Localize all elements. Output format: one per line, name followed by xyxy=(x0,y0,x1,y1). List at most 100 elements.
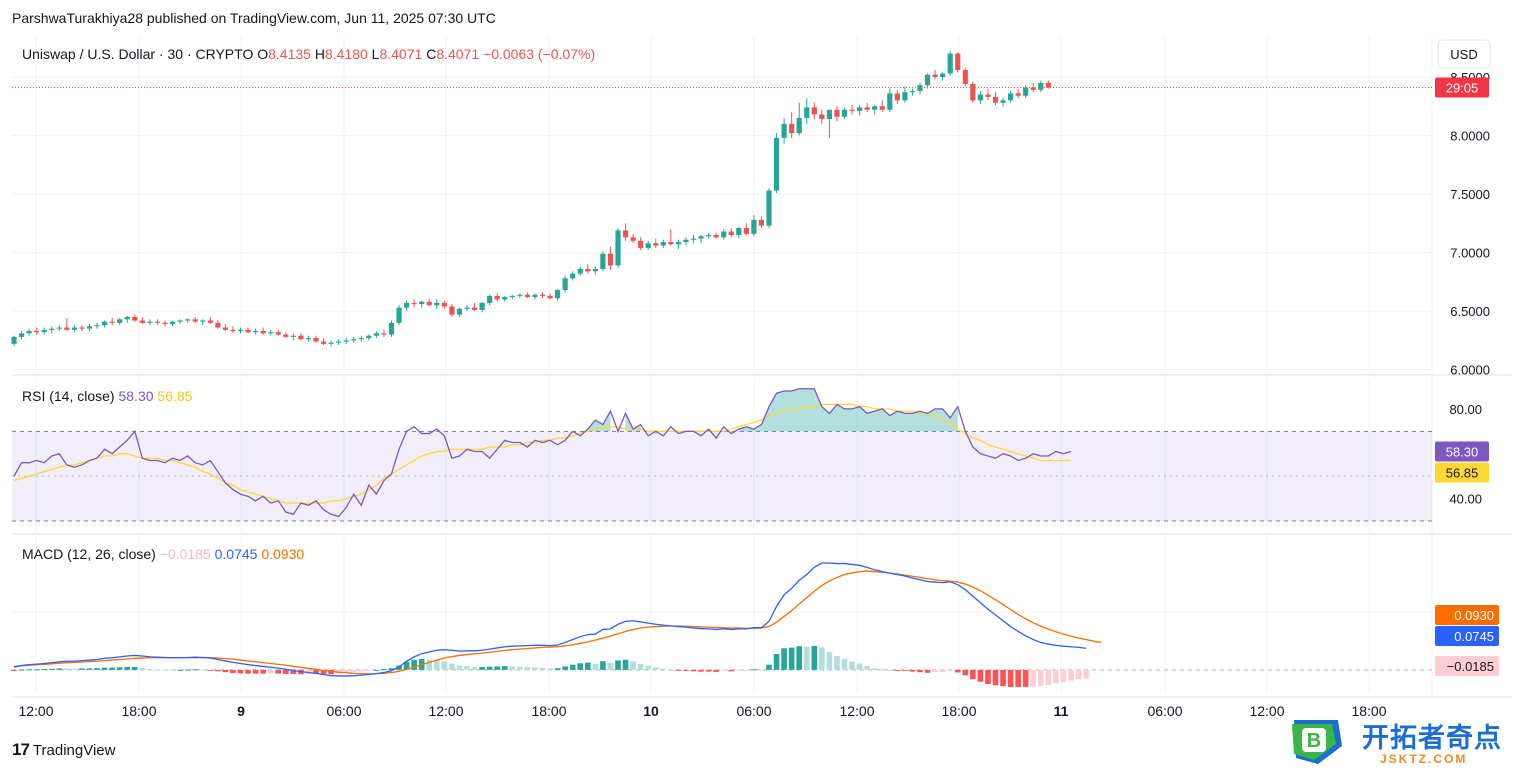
macd-histogram-bar xyxy=(184,669,191,671)
macd-histogram-bar xyxy=(94,668,100,670)
macd-histogram-bar xyxy=(683,669,689,671)
legend-change-value: −0.0063 (−0.07%) xyxy=(483,46,595,62)
macd-histogram-bar xyxy=(464,666,470,670)
candles xyxy=(11,51,1051,347)
candle-body xyxy=(441,302,447,307)
candle-body xyxy=(320,341,327,344)
macd-histogram-bar xyxy=(592,663,599,670)
macd-histogram-bar xyxy=(660,668,667,670)
countdown-label: 29:05 xyxy=(1446,81,1479,96)
macd-histogram-bar xyxy=(456,665,463,670)
rsi-legend-value: 58.30 xyxy=(118,388,157,404)
candle-body xyxy=(358,338,364,340)
candle-body xyxy=(917,85,923,92)
macd-histogram-bar xyxy=(64,668,70,670)
macd-histogram-bar xyxy=(879,669,886,671)
macd-histogram-bar xyxy=(1045,669,1052,685)
candle-body xyxy=(245,329,251,333)
candle-body xyxy=(479,302,485,310)
macd-histogram-bar xyxy=(366,669,372,671)
candle-body xyxy=(653,243,659,246)
candle-body xyxy=(1000,100,1006,103)
macd-histogram-bar xyxy=(116,667,123,670)
macd-histogram-bar xyxy=(283,669,289,674)
macd-histogram-bar xyxy=(909,669,916,672)
macd-histogram-bar xyxy=(736,669,742,671)
candle-body xyxy=(894,93,900,101)
macd-histogram-bar xyxy=(41,669,47,671)
macd-histogram-bar xyxy=(139,667,146,670)
rsi-value-badge-label: 58.30 xyxy=(1446,445,1479,460)
candle-body xyxy=(169,321,176,324)
candle-body xyxy=(487,295,493,303)
macd-histogram-bar xyxy=(758,669,765,671)
candle-body xyxy=(555,290,561,299)
macd-histogram-bar xyxy=(434,660,440,670)
macd-histogram-bar xyxy=(924,669,931,673)
macd-histogram-bar xyxy=(977,669,984,682)
macd-histogram-bar xyxy=(56,668,63,670)
legend-low-label: L xyxy=(372,46,380,62)
time-axis-tick: 18:00 xyxy=(531,703,566,719)
currency-button-frame xyxy=(1437,39,1491,69)
macd-histogram-bar xyxy=(426,659,433,670)
candle-body xyxy=(313,338,319,342)
currency-button-label: USD xyxy=(1450,47,1477,62)
candle-body xyxy=(426,301,432,306)
candle-body xyxy=(162,322,168,324)
publish-line: ParshwaTurakhiya28 published on TradingV… xyxy=(12,10,496,26)
macd-histogram-bar xyxy=(713,669,719,672)
macd-histogram-bar xyxy=(11,669,17,671)
macd-histogram-bar xyxy=(932,669,938,673)
candle-body xyxy=(215,322,221,328)
macd-histogram-bar xyxy=(169,669,176,671)
macd-histogram-bar xyxy=(698,669,704,672)
rsi-ma-legend-value: 56.85 xyxy=(157,388,192,404)
currency-button[interactable]: USD xyxy=(1437,39,1491,69)
macd-histogram-bar xyxy=(411,659,417,670)
candle-body xyxy=(230,329,236,332)
macd-histogram-bar xyxy=(290,669,297,674)
time-axis-tick: 12:00 xyxy=(18,703,53,719)
macd-histogram-bar xyxy=(645,665,651,670)
macd-histogram-bar xyxy=(1007,669,1014,687)
candle-body xyxy=(517,294,523,296)
macd-histogram-bar xyxy=(517,666,523,670)
legend-high-value: 8.4180 xyxy=(325,46,372,62)
macd-histogram-bar xyxy=(509,666,516,670)
macd-histogram-bar xyxy=(970,669,976,680)
macd-histogram-bar xyxy=(373,669,380,671)
candle-body xyxy=(396,307,402,323)
macd-histogram-bar xyxy=(494,666,500,670)
macd-histogram-bar xyxy=(1030,669,1037,687)
candle-body xyxy=(539,294,546,296)
macd-histogram-bar xyxy=(803,646,810,670)
macd-histogram-bar xyxy=(449,663,455,670)
macd-histogram-bar xyxy=(237,669,244,674)
macd-histogram-bar xyxy=(1000,669,1006,687)
macd-histogram-bar xyxy=(199,669,206,671)
candle-body xyxy=(185,319,191,321)
macd-histogram-bar xyxy=(1015,669,1021,687)
macd-histogram-bar xyxy=(637,663,644,670)
macd-histogram-bar xyxy=(652,667,659,670)
macd-histogram-bar xyxy=(33,669,40,671)
macd-line xyxy=(13,562,1087,677)
candle-body xyxy=(237,329,244,332)
macd-badge xyxy=(1435,626,1499,646)
macd-histogram-bar xyxy=(109,667,115,670)
macd-histogram-bar xyxy=(849,661,855,670)
candle-body xyxy=(26,331,32,334)
candle-body xyxy=(834,109,840,117)
candle-body xyxy=(260,331,266,334)
candle-body xyxy=(177,320,183,322)
candle-body xyxy=(887,93,893,110)
candle-body xyxy=(683,239,689,243)
candle-body xyxy=(607,253,614,266)
candle-body xyxy=(79,327,85,329)
tradingview-logo[interactable]: 17 TradingView xyxy=(12,740,115,760)
macd-histogram-bar xyxy=(501,666,508,670)
candle-body xyxy=(758,219,765,226)
candle-body xyxy=(736,228,742,236)
